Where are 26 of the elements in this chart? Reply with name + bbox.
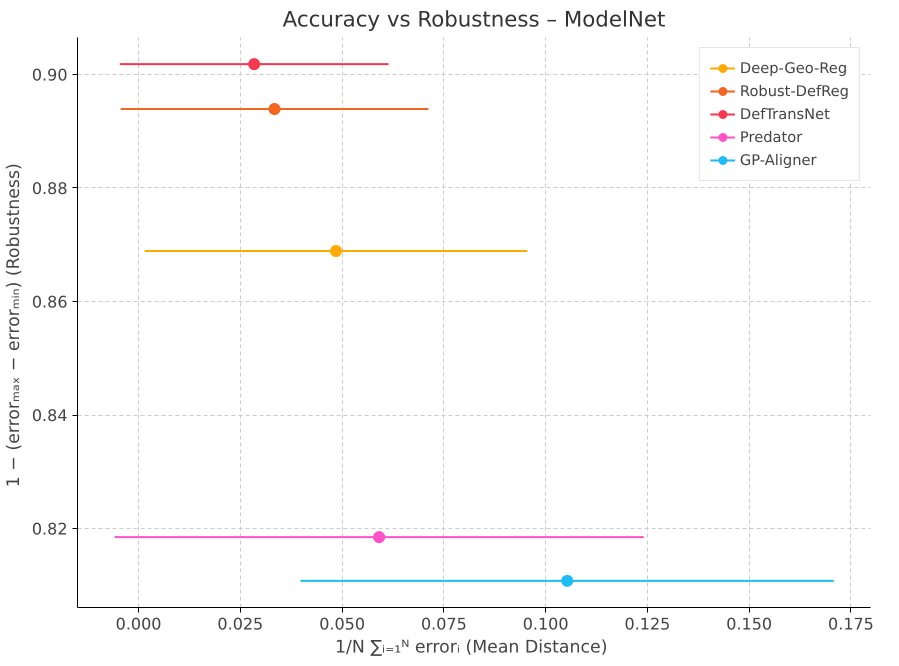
y-tick-label: 0.82 xyxy=(32,520,68,539)
x-tick-label: 0.000 xyxy=(116,614,162,634)
point xyxy=(561,574,574,587)
legend-label: GP-Aligner xyxy=(740,152,817,168)
x-tick-label: 0.025 xyxy=(217,614,264,634)
x-tick-label: 0.050 xyxy=(319,614,366,634)
x-tick-label: 0.125 xyxy=(624,614,670,634)
legend-label: Predator xyxy=(740,128,802,146)
y-tick-label: 0.86 xyxy=(32,292,68,312)
x-tick-label: 0.075 xyxy=(420,614,467,634)
point xyxy=(248,58,260,70)
chart-title: Accuracy vs Robustness – ModelNet xyxy=(282,8,666,32)
legend-label: Robust-DefReg xyxy=(740,82,849,100)
legend-label: DefTransNet xyxy=(740,106,830,122)
x-tick-label: 0.175 xyxy=(828,614,874,634)
y-tick-label: 0.90 xyxy=(32,65,68,84)
point xyxy=(373,531,386,544)
y-tick-label: 0.88 xyxy=(32,178,68,198)
y-tick-label: 0.84 xyxy=(32,406,68,426)
y-axis-title: 1 − (errorₘₐₓ − errorₘᵢₙ) (Robustness) xyxy=(4,163,24,488)
x-tick-label: 0.150 xyxy=(726,614,772,634)
x-axis-title: 1/N ∑ᵢ₌₁ᴺ errorᵢ (Mean Distance) xyxy=(335,638,608,658)
point xyxy=(330,244,342,257)
x-tick-label: 0.100 xyxy=(522,614,569,634)
legend-label: Deep-Geo-Reg xyxy=(740,60,848,76)
point xyxy=(268,103,281,116)
